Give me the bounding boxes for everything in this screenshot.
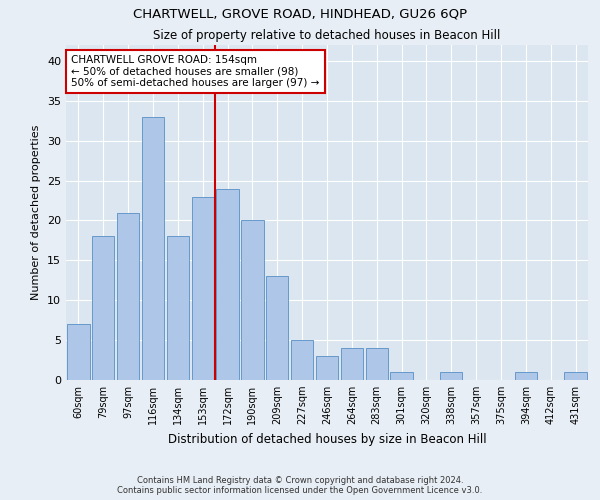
Bar — [515, 372, 537, 380]
Bar — [316, 356, 338, 380]
Bar — [565, 372, 587, 380]
Bar — [142, 117, 164, 380]
Bar — [217, 188, 239, 380]
Bar — [117, 212, 139, 380]
Text: CHARTWELL GROVE ROAD: 154sqm
← 50% of detached houses are smaller (98)
50% of se: CHARTWELL GROVE ROAD: 154sqm ← 50% of de… — [71, 55, 320, 88]
Bar — [391, 372, 413, 380]
Bar — [440, 372, 463, 380]
Bar — [167, 236, 189, 380]
Bar — [191, 196, 214, 380]
Bar — [291, 340, 313, 380]
Text: CHARTWELL, GROVE ROAD, HINDHEAD, GU26 6QP: CHARTWELL, GROVE ROAD, HINDHEAD, GU26 6Q… — [133, 8, 467, 20]
Bar — [241, 220, 263, 380]
Text: Contains HM Land Registry data © Crown copyright and database right 2024.
Contai: Contains HM Land Registry data © Crown c… — [118, 476, 482, 495]
Bar — [266, 276, 289, 380]
Bar — [92, 236, 115, 380]
Bar — [365, 348, 388, 380]
Bar — [67, 324, 89, 380]
X-axis label: Distribution of detached houses by size in Beacon Hill: Distribution of detached houses by size … — [167, 432, 487, 446]
Y-axis label: Number of detached properties: Number of detached properties — [31, 125, 41, 300]
Bar — [341, 348, 363, 380]
Title: Size of property relative to detached houses in Beacon Hill: Size of property relative to detached ho… — [154, 30, 500, 43]
